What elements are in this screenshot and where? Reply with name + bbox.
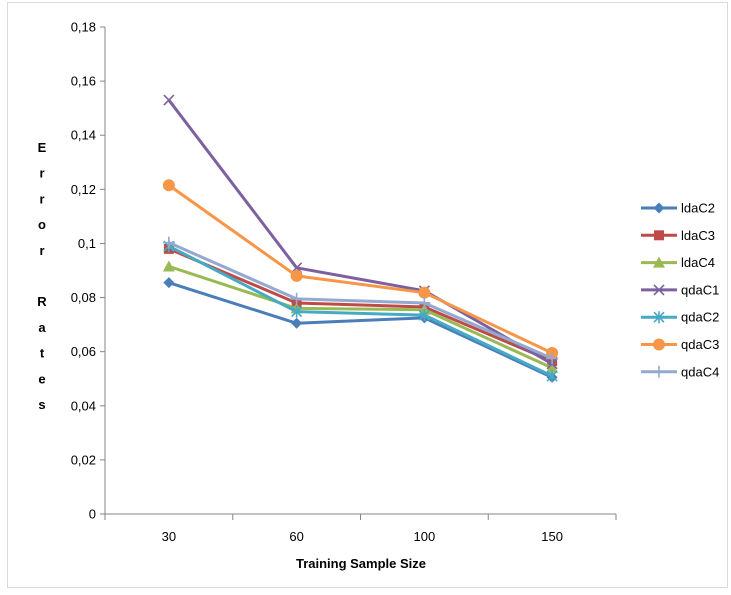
legend-swatch-marker: [653, 311, 665, 324]
legend-label: ldaC4: [681, 255, 715, 270]
legend-item: qdaC4: [641, 364, 719, 379]
data-point: [418, 296, 431, 309]
legend-swatch-marker: [654, 230, 664, 241]
y-axis-title-letter: r: [39, 191, 44, 206]
data-point: [291, 317, 303, 329]
x-tick-label: 30: [162, 529, 176, 544]
legend-label: qdaC2: [681, 310, 719, 325]
legend-item: qdaC3: [641, 337, 719, 352]
data-point: [546, 361, 559, 373]
series-qdaC3: [162, 179, 559, 360]
y-axis-title-letter: t: [40, 346, 45, 361]
series-qdaC2: [163, 240, 558, 383]
y-tick-label: 0,1: [78, 236, 96, 251]
legend-swatch-marker: [653, 284, 665, 296]
series-line: [168, 247, 553, 363]
y-tick-label: 0,12: [71, 182, 96, 197]
y-axis-title-letter: E: [38, 140, 47, 155]
y-tick-label: 0,16: [71, 74, 96, 89]
legend-item: ldaC2: [641, 201, 715, 216]
y-tick-label: 0: [89, 507, 96, 522]
data-point: [418, 309, 430, 322]
y-axis-title-letter: a: [38, 320, 46, 335]
series-line: [168, 241, 553, 360]
x-axis-title: Training Sample Size: [296, 556, 426, 571]
data-point: [290, 269, 303, 282]
data-point: [162, 236, 175, 249]
data-point: [418, 286, 431, 299]
legend-label: ldaC2: [681, 201, 715, 216]
y-axis-ticks: 0 0,02 0,04 0,06 0,08 0,1 0,12 0,14 0,16 0,18: [71, 20, 105, 522]
data-point: [163, 94, 175, 106]
legend-label: qdaC1: [681, 282, 719, 297]
series-line: [168, 281, 553, 379]
y-axis-title-letter: s: [38, 397, 45, 412]
data-point: [162, 260, 175, 272]
legend-item: ldaC4: [641, 255, 715, 270]
legend-label: qdaC3: [681, 337, 719, 352]
chart-border: [7, 2, 728, 588]
data-point: [291, 305, 303, 318]
y-axis-title-letter: e: [38, 371, 45, 386]
legend-swatch-marker: [653, 202, 665, 214]
x-tick-label: 100: [414, 529, 436, 544]
series-qdaC4: [162, 236, 559, 365]
legend-label: qdaC4: [681, 364, 719, 379]
x-axis-ticks: 30 60 100 150: [104, 514, 617, 544]
legend-label: ldaC3: [681, 228, 715, 243]
legend-item: ldaC3: [641, 228, 715, 243]
series-line: [168, 265, 553, 370]
x-tick-label: 60: [289, 529, 303, 544]
y-tick-label: 0,08: [71, 290, 96, 305]
y-tick-label: 0,18: [71, 20, 96, 35]
y-axis-title-letter: r: [39, 166, 44, 181]
legend-swatch-marker: [653, 365, 665, 378]
legend-swatch-marker: [653, 338, 665, 351]
data-point: [163, 277, 175, 289]
legend: ldaC2 ldaC3 ldaC4 qdaC1 qdaC2 qdaC3 qdaC4: [641, 201, 719, 379]
y-axis-title-letter: r: [39, 243, 44, 258]
y-tick-label: 0,04: [71, 398, 96, 413]
series-line: [168, 244, 553, 378]
legend-swatch-marker: [653, 256, 665, 268]
x-tick-label: 150: [541, 529, 563, 544]
series-line: [167, 99, 553, 366]
legend-item: qdaC1: [641, 282, 719, 297]
data-point: [290, 292, 303, 305]
legend-item: qdaC2: [641, 310, 719, 325]
y-tick-label: 0,14: [71, 128, 96, 143]
data-point: [546, 352, 559, 365]
y-axis-title-letter: o: [38, 217, 46, 232]
data-point: [162, 179, 175, 192]
y-axis-title-letter: R: [37, 294, 47, 309]
y-tick-label: 0,06: [71, 344, 96, 359]
series-line: [168, 184, 553, 355]
series-group: [162, 94, 559, 383]
y-tick-label: 0,02: [71, 452, 96, 467]
data-point: [546, 370, 558, 383]
